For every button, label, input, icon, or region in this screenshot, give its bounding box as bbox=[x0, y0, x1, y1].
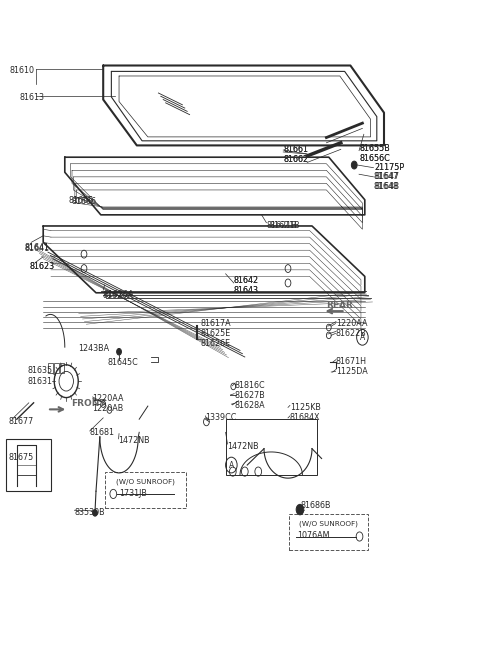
Text: REAR: REAR bbox=[326, 301, 353, 310]
Circle shape bbox=[117, 348, 121, 355]
Text: (W/O SUNROOF): (W/O SUNROOF) bbox=[116, 478, 175, 485]
Text: 81643: 81643 bbox=[234, 286, 259, 295]
Text: 1243BA: 1243BA bbox=[78, 344, 109, 353]
Text: 21175P: 21175P bbox=[374, 163, 405, 172]
Text: 1125KB: 1125KB bbox=[290, 403, 321, 412]
Text: 81627B: 81627B bbox=[234, 391, 265, 400]
Text: 81641: 81641 bbox=[25, 244, 50, 253]
Text: 81621B: 81621B bbox=[266, 221, 297, 231]
Circle shape bbox=[296, 504, 304, 515]
Text: 81684X: 81684X bbox=[290, 413, 321, 422]
Text: 1125DA: 1125DA bbox=[336, 367, 368, 376]
Text: 81610: 81610 bbox=[10, 66, 35, 75]
Text: 21175P: 21175P bbox=[374, 163, 404, 172]
Text: FRONT: FRONT bbox=[71, 399, 106, 408]
Text: 81681: 81681 bbox=[90, 428, 115, 438]
Text: 81643: 81643 bbox=[234, 286, 259, 295]
Text: 81648: 81648 bbox=[374, 182, 399, 191]
Text: 81661: 81661 bbox=[283, 145, 308, 154]
Bar bbox=[6, 439, 51, 491]
Text: 81623: 81623 bbox=[30, 262, 55, 271]
Text: 81613: 81613 bbox=[19, 93, 44, 102]
Text: 81645C: 81645C bbox=[108, 358, 139, 367]
Text: 81617A: 81617A bbox=[201, 319, 231, 328]
Bar bbox=[60, 363, 64, 373]
Text: 81655B: 81655B bbox=[359, 144, 390, 153]
Text: 81631: 81631 bbox=[27, 377, 52, 386]
Circle shape bbox=[93, 510, 97, 516]
Bar bbox=[48, 363, 53, 373]
Text: 81641: 81641 bbox=[25, 243, 50, 252]
Text: 81623: 81623 bbox=[30, 262, 55, 271]
Text: 1076AM: 1076AM bbox=[298, 531, 330, 540]
Text: A: A bbox=[360, 333, 365, 342]
Text: 81662: 81662 bbox=[283, 155, 308, 164]
Text: 81621B: 81621B bbox=[270, 221, 300, 231]
Text: 81655B: 81655B bbox=[359, 144, 390, 153]
Text: 81686B: 81686B bbox=[300, 501, 331, 510]
Text: 81656C: 81656C bbox=[359, 154, 390, 163]
Text: 81642: 81642 bbox=[234, 276, 259, 286]
Text: 81648: 81648 bbox=[374, 182, 399, 191]
Text: 1472NB: 1472NB bbox=[119, 436, 150, 445]
Text: 81620A: 81620A bbox=[103, 290, 134, 299]
Bar bbox=[105, 472, 186, 508]
Text: 81677: 81677 bbox=[8, 417, 34, 426]
Text: 1731JB: 1731JB bbox=[119, 489, 147, 498]
Text: 81671H: 81671H bbox=[336, 357, 367, 366]
Text: 81656C: 81656C bbox=[359, 154, 390, 163]
Bar bbox=[226, 419, 317, 475]
Text: 81620A: 81620A bbox=[102, 291, 133, 300]
Text: 81635: 81635 bbox=[27, 366, 52, 375]
Bar bbox=[289, 514, 368, 550]
Text: 81622B: 81622B bbox=[336, 329, 367, 338]
Text: 81666: 81666 bbox=[69, 196, 94, 205]
Text: 1220AA: 1220AA bbox=[336, 319, 368, 328]
Text: 83530B: 83530B bbox=[74, 508, 105, 517]
Text: 1339CC: 1339CC bbox=[205, 413, 237, 422]
Text: 81625E: 81625E bbox=[201, 329, 231, 338]
Text: 1472NB: 1472NB bbox=[228, 442, 259, 451]
Text: 81628A: 81628A bbox=[234, 401, 265, 410]
Text: A: A bbox=[229, 460, 234, 470]
Text: 81647: 81647 bbox=[374, 172, 399, 181]
Text: 81626E: 81626E bbox=[201, 339, 231, 348]
Text: 81662: 81662 bbox=[283, 155, 308, 164]
Text: 81816C: 81816C bbox=[234, 381, 265, 390]
Text: 81642: 81642 bbox=[234, 276, 259, 286]
Text: 81647: 81647 bbox=[374, 172, 399, 181]
Circle shape bbox=[351, 161, 357, 169]
Bar bbox=[54, 363, 59, 373]
Text: (W/O SUNROOF): (W/O SUNROOF) bbox=[299, 521, 358, 527]
Text: 1220AB: 1220AB bbox=[93, 404, 124, 413]
Text: 81666: 81666 bbox=[71, 196, 96, 206]
Text: 81661: 81661 bbox=[283, 145, 308, 154]
Text: 81675: 81675 bbox=[9, 453, 34, 462]
Text: 1220AA: 1220AA bbox=[93, 394, 124, 403]
